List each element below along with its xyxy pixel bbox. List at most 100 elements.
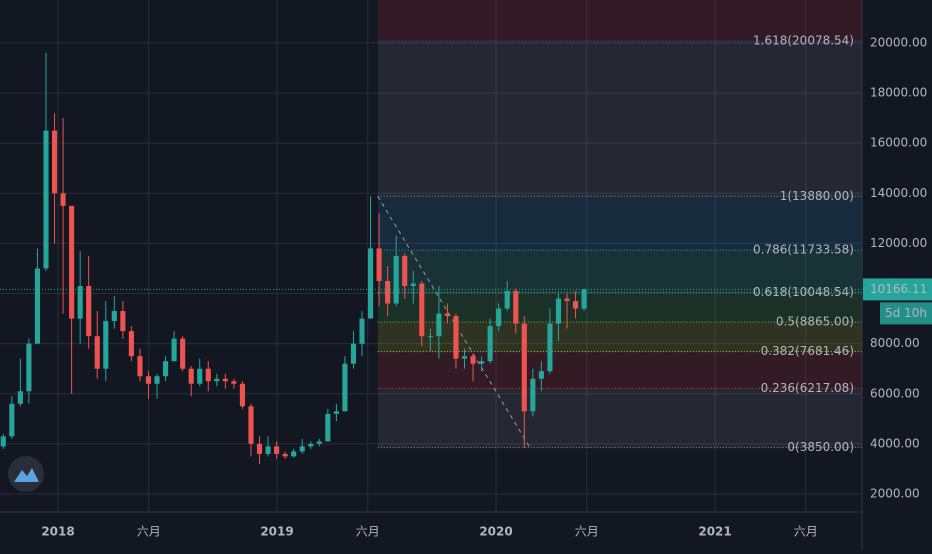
candle-body — [77, 286, 83, 319]
candle-body — [94, 336, 100, 369]
candle-body — [333, 411, 339, 414]
candle-body — [69, 205, 75, 319]
candle-body — [470, 356, 476, 364]
candle-body — [291, 451, 297, 457]
candle-body — [60, 193, 66, 206]
candle-body — [504, 291, 510, 309]
candle-body — [359, 318, 365, 344]
candle-body — [367, 248, 374, 319]
fib-zone — [377, 40, 862, 197]
x-tick-label: 六月 — [575, 525, 599, 539]
candle-body — [26, 343, 32, 392]
candle-body — [444, 313, 450, 317]
candle-body — [214, 378, 220, 382]
fib-label: 0.5(8865.00) — [776, 314, 854, 328]
candle-body — [299, 446, 305, 452]
fib-zone — [377, 0, 862, 41]
candle-body — [0, 436, 6, 447]
candle-body — [436, 313, 442, 337]
candle-body — [538, 371, 544, 379]
candle-body — [530, 378, 536, 412]
candle-body — [282, 453, 288, 457]
y-tick-label: 16000.00 — [870, 136, 927, 150]
candle-body — [350, 343, 357, 364]
candle-body — [137, 356, 143, 377]
y-tick-label: 20000.00 — [870, 35, 927, 49]
fib-label: 1.618(20078.54) — [753, 33, 854, 47]
y-tick-label: 14000.00 — [870, 186, 927, 200]
x-tick-label: 2018 — [41, 525, 74, 539]
x-tick-label: 2019 — [260, 525, 293, 539]
candle-body — [111, 311, 117, 322]
candle-body — [393, 255, 399, 304]
candle-body — [410, 283, 416, 287]
candle-body — [128, 331, 134, 357]
candle-body — [34, 268, 41, 344]
candle-body — [385, 280, 391, 304]
fib-label: 1(13880.00) — [780, 189, 854, 203]
candle-body — [547, 323, 553, 372]
candle-body — [222, 378, 228, 382]
candle-body — [145, 376, 152, 384]
candle-body — [513, 291, 519, 324]
candle-body — [274, 446, 280, 454]
candle-body — [308, 443, 314, 447]
x-tick-label: 六月 — [356, 525, 380, 539]
candle-body — [521, 323, 527, 412]
candle-body — [265, 446, 271, 454]
candle-body — [479, 361, 485, 364]
y-tick-label: 8000.00 — [870, 336, 920, 350]
candle-body — [572, 301, 579, 309]
labels: 2000.004000.006000.008000.0010000.001200… — [0, 35, 932, 539]
candle-body — [419, 283, 425, 337]
y-tick-label: 2000.00 — [870, 487, 920, 501]
candle-body — [316, 441, 322, 444]
candle-body — [86, 286, 92, 337]
candle-body — [197, 368, 203, 384]
candle-body — [43, 130, 49, 269]
candle-body — [103, 321, 109, 369]
candle-body — [256, 443, 263, 454]
x-tick-label: 2020 — [479, 525, 512, 539]
last-price-box — [863, 278, 932, 301]
candles — [0, 52, 587, 464]
y-tick-label: 4000.00 — [870, 436, 920, 450]
x-tick-label: 六月 — [794, 525, 818, 539]
candle-body — [342, 363, 348, 412]
y-tick-label: 18000.00 — [870, 86, 927, 100]
x-tick-label: 2021 — [698, 525, 731, 539]
candle-body — [239, 383, 245, 407]
candle-body — [402, 255, 408, 287]
candle-body — [180, 338, 186, 369]
candle-body — [496, 308, 502, 327]
fib-retracement: 1.618(20078.54) 1(13880.00) 0.786(11733.58… — [377, 0, 862, 454]
candle-body — [555, 298, 562, 324]
logo[interactable] — [8, 456, 44, 492]
candle-body — [376, 248, 382, 281]
fib-zone — [377, 250, 862, 293]
candle-body — [171, 338, 177, 362]
candle-body — [248, 406, 254, 444]
x-tick-label: 六月 — [137, 525, 161, 539]
candle-body — [325, 413, 331, 442]
fib-label: 0.236(6217.08) — [761, 381, 854, 395]
y-tick-label: 12000.00 — [870, 236, 927, 250]
candle-body — [231, 381, 237, 384]
y-tick-label: 6000.00 — [870, 386, 920, 400]
fib-zone — [377, 388, 862, 448]
candle-body — [581, 289, 587, 309]
last-price-label: 10166.11 — [870, 282, 927, 296]
candle-body — [17, 391, 23, 404]
grid — [0, 0, 862, 512]
countdown-label: 5d 10h — [885, 306, 927, 320]
candle-body — [51, 130, 58, 194]
fib-label: 0.382(7681.46) — [761, 344, 854, 358]
candle-body — [163, 361, 169, 377]
candle-body — [461, 356, 468, 359]
candle-body — [120, 311, 126, 332]
candle-body — [205, 368, 211, 382]
fib-label: 0.786(11733.58) — [753, 243, 854, 257]
